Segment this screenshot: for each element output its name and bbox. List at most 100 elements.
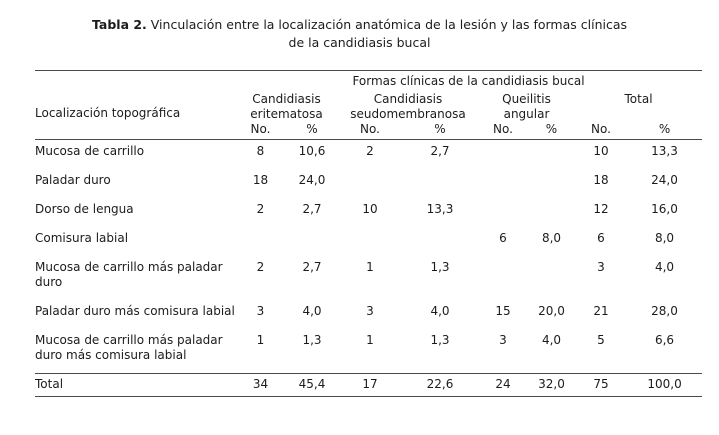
cell: 17 [338,373,402,397]
cell: 4,0 [430,304,450,318]
cell: 2 [256,260,265,274]
subheader-pct: % [286,122,338,140]
group-header-candidiasis-eritematosa: Candidiasis eritematosa [250,92,323,121]
subheader-no: No. [338,122,402,140]
cell: 5 [597,333,605,347]
cell: 32,0 [528,373,575,397]
table-row: Comisura labial 6 8,0 6 8,0 [35,227,702,256]
cell: 3 [597,260,605,274]
cell [478,198,528,227]
cell [402,227,478,256]
cell [338,169,402,198]
cell: 22,6 [402,373,478,397]
cell: 21 [593,304,609,318]
cell [338,227,402,256]
cell: 6 [597,231,605,245]
cell: 2 [256,202,265,216]
cell: 2,7 [302,202,322,216]
cell: 10,6 [298,144,326,158]
cell: 13,3 [426,202,454,216]
cell [402,169,478,198]
cell [478,169,528,198]
cell: 45,4 [286,373,338,397]
spacer-cell [35,70,235,90]
cell: 100,0 [627,373,703,397]
cell: 6,6 [654,333,675,347]
cell [478,140,528,170]
table-title-line2: de la candidiasis bucal [288,35,431,50]
subheader-no: No. [235,122,286,140]
cell: 1,3 [430,260,450,274]
row-label: Paladar duro [35,173,111,187]
table-title: Tabla 2. Vinculación entre la localizaci… [0,0,719,52]
cell: 6 [499,231,507,245]
cell: 10 [593,144,609,158]
cell [528,256,575,300]
table-row: Dorso de lengua 2 2,7 10 13,3 12 16,0 [35,198,702,227]
row-label: Paladar duro más comisura labial [35,304,235,318]
cell: 1,3 [302,333,322,347]
spanning-header: Formas clínicas de la candidiasis bucal [235,70,703,90]
cell: 28,0 [651,304,678,318]
cell: 16,0 [651,202,678,216]
subheader-no: No. [575,122,627,140]
cell: 4,0 [654,260,675,274]
cell: 1 [256,333,265,347]
cell [286,227,338,256]
cell: 8,0 [654,231,675,245]
cell: 15 [495,304,511,318]
row-label: Mucosa de carrillo más paladar duro más … [35,333,223,362]
group-header-total: Total [624,92,653,106]
cell: 3 [499,333,507,347]
table-row: Mucosa de carrillo más paladar duro más … [35,329,702,374]
cell: 4,0 [541,333,562,347]
cell [528,198,575,227]
row-label: Comisura labial [35,231,129,245]
cell: 18 [593,173,609,187]
table-row: Mucosa de carrillo 8 10,6 2 2,7 10 13,3 [35,140,702,170]
cell: 2,7 [430,144,450,158]
cell: 4,0 [302,304,322,318]
cell [478,256,528,300]
row-label: Total [35,373,235,397]
group-header-queilitis-angular: Queilitis angular [502,92,551,121]
cell: 18 [252,173,269,187]
subheader-pct: % [402,122,478,140]
cell: 2 [366,144,374,158]
cell: 10 [362,202,378,216]
cell: 20,0 [538,304,565,318]
cell: 13,3 [651,144,678,158]
table-row: Paladar duro más comisura labial 3 4,0 3… [35,300,702,329]
cell: 1,3 [430,333,450,347]
group-header-candidiasis-seudomembranosa: Candidiasis seudomembranosa [350,92,466,121]
spanning-header-row: Formas clínicas de la candidiasis bucal [35,70,703,90]
group-header-row: Localización topográfica Candidiasis eri… [35,90,702,122]
table-title-text: Vinculación entre la localización anatóm… [146,17,628,32]
table-row-total: Total 34 45,4 17 22,6 24 32,0 75 100,0 [35,373,703,397]
cell: 34 [235,373,286,397]
subheader-no: No. [478,122,528,140]
table-row: Paladar duro 18 24,0 18 24,0 [35,169,702,198]
cell: 3 [256,304,265,318]
subheader-pct: % [528,122,575,140]
table-number-label: Tabla 2. [91,17,147,32]
cell: 8 [256,144,265,158]
cell: 75 [575,373,627,397]
row-label: Mucosa de carrillo más paladar duro [35,260,223,289]
cell: 3 [366,304,374,318]
cell: 12 [593,202,609,216]
subheader-pct: % [627,122,703,140]
cell [528,140,575,170]
cell [528,169,575,198]
spacer-cell [35,122,235,140]
table-row: Mucosa de carrillo más paladar duro 2 2,… [35,256,702,300]
row-label: Mucosa de carrillo [35,144,145,158]
table-title-line1: Tabla 2. Vinculación entre la localizaci… [0,16,719,34]
row-label: Dorso de lengua [35,202,134,216]
cell: 24 [478,373,528,397]
cell: 8,0 [541,231,562,245]
cell: 2,7 [302,260,322,274]
subheader-row: No. % No. % No. % No. % [35,122,703,140]
cell: 24,0 [651,173,678,187]
column-header-localizacion: Localización topográfica [35,106,181,120]
